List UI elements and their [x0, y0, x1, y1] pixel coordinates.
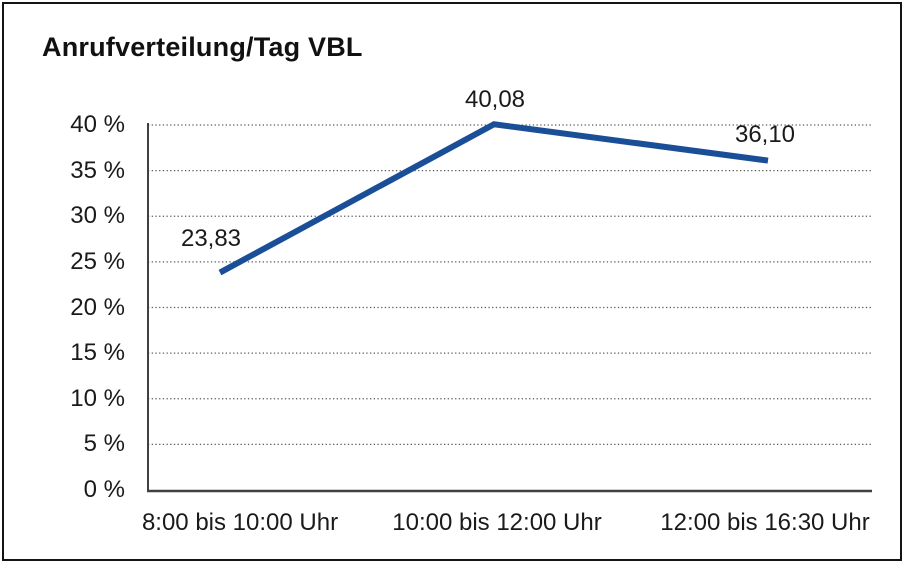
x-axis-category-label: 12:00 bis 16:30 Uhr	[660, 509, 870, 536]
data-series-line	[218, 121, 769, 276]
data-point-label: 23,83	[180, 224, 242, 252]
y-axis-tick-label: 40 %	[70, 111, 125, 138]
y-axis-tick-label: 30 %	[70, 202, 125, 230]
y-axis-tick-label: 5 %	[83, 430, 125, 458]
chart-title: Anrufverteilung/Tag VBL	[42, 32, 363, 62]
x-axis-category-label: 8:00 bis 10:00 Uhr	[141, 509, 339, 536]
y-axis-tick-label: 35 %	[70, 156, 125, 184]
data-point-label: 40,08	[464, 86, 526, 114]
chart-frame: Anrufverteilung/Tag VBL	[2, 2, 902, 561]
y-axis-tick-label: 15 %	[70, 339, 125, 367]
y-axis-tick-label: 0 %	[83, 476, 125, 503]
x-axis-category-label: 10:00 bis 12:00 Uhr	[392, 509, 602, 536]
y-axis-tick-label: 25 %	[70, 247, 125, 275]
y-axis-tick-label: 20 %	[70, 293, 125, 321]
y-axis-tick-label: 10 %	[70, 384, 125, 412]
data-point-label: 36,10	[734, 120, 796, 148]
